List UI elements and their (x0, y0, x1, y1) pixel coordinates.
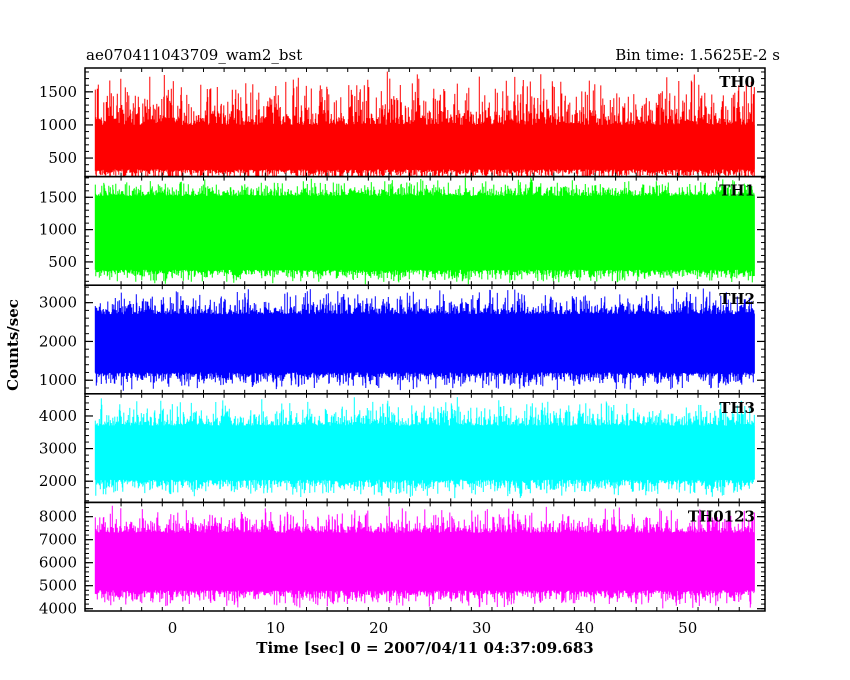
y-tick-label: 1000 (39, 221, 77, 239)
panel-stack: 500 1000 1500 TH0 500 1000 1500 TH1 1000 2000 3000… (39, 67, 766, 618)
panel-label: TH3 (719, 399, 755, 417)
y-tick-label: 8000 (39, 508, 77, 526)
panel-label: TH0123 (688, 507, 755, 525)
band-th1 (95, 195, 755, 270)
panel-label: TH1 (719, 182, 755, 200)
y-tick-label: 1000 (39, 116, 77, 134)
x-axis-label: Time [sec] 0 = 2007/04/11 04:37:09.683 (256, 639, 593, 657)
y-tick-label: 2000 (39, 472, 77, 490)
x-axis: 0 10 20 30 40 50 (168, 619, 697, 637)
panel-label: TH2 (719, 290, 755, 308)
panel-th3: 2000 3000 4000 TH3 (39, 393, 766, 504)
x-tick-label: 0 (168, 619, 178, 637)
bin-time-label: Bin time: 1.5625E-2 s (615, 46, 780, 64)
y-tick-label: 5000 (39, 577, 77, 595)
x-tick-label: 50 (678, 619, 697, 637)
y-tick-label: 3000 (39, 440, 77, 458)
y-tick-label: 7000 (39, 531, 77, 549)
panel-frame (84, 501, 766, 612)
band-th0 (95, 124, 755, 170)
y-tick-label: 1500 (39, 83, 77, 101)
panel-label: TH0 (719, 73, 755, 91)
y-tick-label: 500 (48, 253, 77, 271)
x-tick-label: 40 (575, 619, 594, 637)
y-tick-label: 2000 (39, 332, 77, 350)
x-tick-label: 20 (369, 619, 388, 637)
y-tick-label: 4000 (39, 407, 77, 425)
panel-th0: 500 1000 1500 TH0 (39, 67, 766, 178)
panel-th0123: 4000 5000 6000 7000 8000 TH0123 (39, 501, 766, 618)
y-tick-label: 6000 (39, 554, 77, 572)
panel-th1: 500 1000 1500 TH1 (39, 175, 766, 286)
band-th3 (95, 425, 755, 480)
band-th0123 (95, 532, 755, 591)
y-tick-label: 3000 (39, 294, 77, 312)
y-tick-label: 4000 (39, 600, 77, 618)
y-tick-label: 1000 (39, 371, 77, 389)
y-axis-label: Counts/sec (4, 299, 22, 391)
panel-th2: 1000 2000 3000 TH2 (39, 284, 766, 395)
chart-title: ae070411043709_wam2_bst (86, 46, 302, 64)
band-th2 (95, 314, 755, 373)
x-tick-label: 10 (266, 619, 285, 637)
y-tick-label: 1500 (39, 188, 77, 206)
y-tick-label: 500 (48, 149, 77, 167)
x-tick-label: 30 (472, 619, 491, 637)
